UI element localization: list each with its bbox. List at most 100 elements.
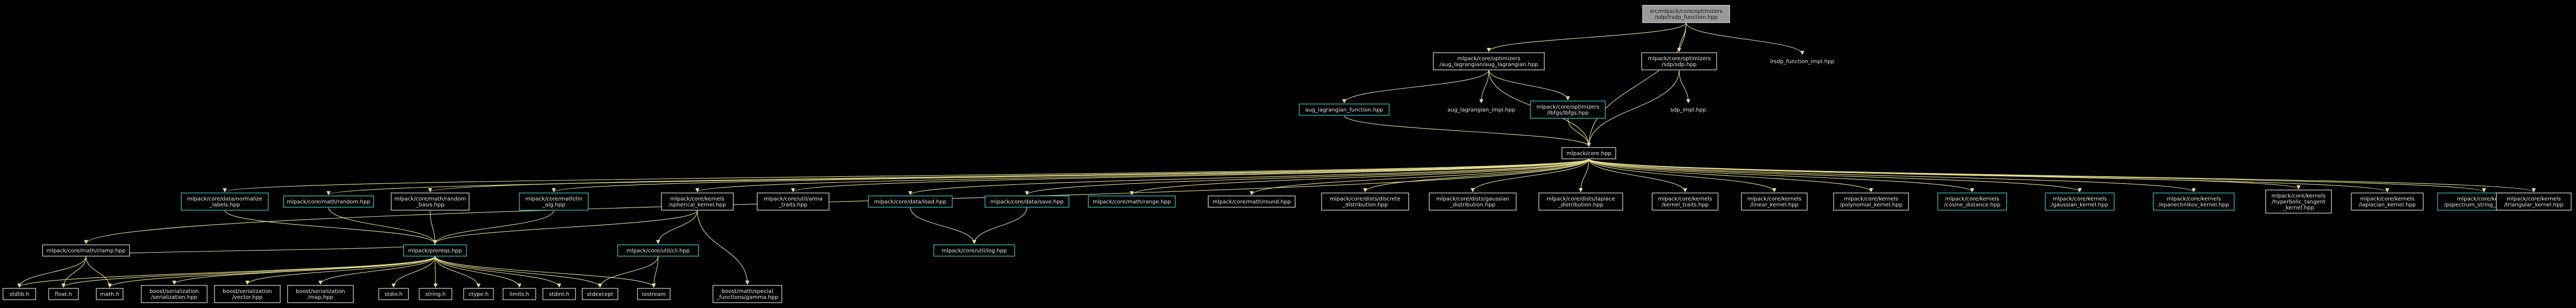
node-gamma_hpp[interactable]: boost/math/special_functions/gamma.hpp <box>712 285 782 303</box>
node-log_hpp[interactable]: mlpack/core/util/log.hpp <box>933 244 1015 257</box>
node-prereqs[interactable]: mlpack/prereqs.hpp <box>403 244 467 257</box>
node-random_hpp[interactable]: mlpack/core/math/random.hpp <box>283 195 374 208</box>
node-label: mlpack/core/data/save.hpp <box>990 199 1064 205</box>
node-label: mlpack/core/math/random.hpp <box>287 199 370 205</box>
node-boost_serialization[interactable]: boost/serialization/serialization.hpp <box>141 285 208 303</box>
node-sdp_function[interactable]: src/mlpack/core/optimizers/sdp/lrsdp_fun… <box>1642 5 1730 23</box>
node-lin_alg[interactable]: mlpack/core/math/lin_alg.hpp <box>519 192 589 211</box>
node-kernel_traits[interactable]: mlpack/core/kernels/kernel_traits.hpp <box>1652 192 1718 211</box>
node-label: string.h <box>425 292 446 298</box>
node-hyperbolic_tangent_kernel[interactable]: mlpack/core/kernels/hyperbolic_tangent_k… <box>2265 189 2332 214</box>
node-stdio_h[interactable]: stdio.h <box>378 288 409 300</box>
node-float_h[interactable]: float.h <box>48 288 79 300</box>
node-ctype_h[interactable]: ctype.h <box>463 288 494 300</box>
node-arma_traits[interactable]: mlpack/core/util/arma_traits.hpp <box>757 192 830 211</box>
node-box <box>519 192 589 211</box>
edge-lbfgs-to-core <box>1567 118 1591 147</box>
node-limits_h[interactable]: limits.h <box>502 288 537 300</box>
edge-prereqs-to-float_h <box>61 256 436 288</box>
node-label: iostream <box>642 292 666 298</box>
node-gaussian_distribution[interactable]: mlpack/core/dists/gaussian_distribution.… <box>1429 192 1517 211</box>
node-label: _distribution.hpp <box>1342 202 1388 208</box>
node-label: mlpack/core/kernels <box>2053 196 2107 202</box>
node-box <box>1429 192 1517 211</box>
edge-lin_alg-to-prereqs <box>433 210 554 245</box>
node-boost_vector[interactable]: boost/serialization/vector.hpp <box>214 285 281 303</box>
node-label: _alg.hpp <box>542 202 565 208</box>
edge-core-to-laplacian_kernel <box>1588 159 2389 192</box>
node-label: mlpack/core/kernels <box>2360 196 2415 202</box>
edge-core-to-kernel_traits <box>1588 159 1687 192</box>
node-cosine_distance[interactable]: mlpack/core/kernels/cosine_distance.hpp <box>1937 192 2007 211</box>
node-label: /gaussian_kernel.hpp <box>2051 202 2108 208</box>
node-stdint_h[interactable]: stdint.h <box>542 288 576 300</box>
node-box <box>502 288 537 300</box>
node-label: /spherical_kernel.hpp <box>669 202 726 208</box>
node-label: _labels.hpp <box>209 202 240 208</box>
node-label: aug_lagrangian_impl.hpp <box>1447 108 1515 113</box>
node-stdlib_h[interactable]: stdlib.h <box>2 288 37 300</box>
node-lbfgs[interactable]: mlpack/core/optimizers/lbfgs/lbfgs.hpp <box>1530 101 1606 119</box>
node-box <box>757 192 830 211</box>
node-label: mlpack/core/kernels <box>2507 196 2561 202</box>
node-label: math.h <box>100 292 119 298</box>
node-sfinae_utility[interactable]: mlpack/core/util/cli.hpp <box>617 244 699 257</box>
node-clamp[interactable]: mlpack/core/math/clamp.hpp <box>42 244 130 257</box>
node-label: float.h <box>55 292 72 298</box>
node-label: stdio.h <box>384 292 403 298</box>
node-gaussian_kernel[interactable]: mlpack/core/kernels/gaussian_kernel.hpp <box>2045 192 2115 211</box>
edge-core-to-random_basis <box>428 159 1589 192</box>
node-random_basis[interactable]: mlpack/core/math/random_basis.hpp <box>390 192 470 211</box>
node-core[interactable]: mlpack/core.hpp <box>1561 147 1616 160</box>
node-math_h[interactable]: math.h <box>96 288 124 300</box>
edge-core-to-normalize_labels <box>223 159 1589 192</box>
node-spherical_kernel[interactable]: mlpack/core/kernels/spherical_kernel.hpp <box>661 192 734 211</box>
node-label: limits.h <box>510 292 530 298</box>
node-aug_lagrangian_function[interactable]: aug_lagrangian_function.hpp <box>1298 103 1390 116</box>
node-normalize_labels[interactable]: mlpack/core/data/normalize_labels.hpp <box>181 192 269 211</box>
node-label: /polynomial_kernel.hpp <box>1840 202 1902 208</box>
node-label: mlpack/core/kernels <box>2457 196 2511 202</box>
edge-core-to-polynomial_kernel <box>1588 159 1873 192</box>
node-linear_kernel[interactable]: mlpack/core/kernels/linear_kernel.hpp <box>1741 192 1808 211</box>
node-label: mlpack/core/math/clamp.hpp <box>47 248 126 254</box>
node-label: /vector.hpp <box>232 295 262 300</box>
node-iostream[interactable]: iostream <box>637 288 671 300</box>
node-box <box>48 288 79 300</box>
node-load_hpp[interactable]: mlpack/core/data/load.hpp <box>868 195 953 208</box>
node-sdp_hpp[interactable]: mlpack/core/optimizers/sdp/sdp.hpp <box>1641 52 1717 70</box>
edge-prereqs-to-math_h <box>108 256 436 288</box>
node-label: boost/math/special <box>722 289 773 295</box>
node-round_hpp[interactable]: mlpack/core/math/round.hpp <box>1208 195 1296 208</box>
node-box <box>2496 192 2572 211</box>
node-aug_lagrangian[interactable]: mlpack/core/optimizers/aug_lagrangian/au… <box>1433 52 1545 70</box>
edge-aug_lagrangian-to-aug_lagrangian_function <box>1342 69 1489 104</box>
node-label: mlpack/core/kernels <box>1945 196 2000 202</box>
node-lrsdp_function_impl[interactable]: lrsdp_function_impl.hpp <box>1770 59 1835 65</box>
edge-core-to-gaussian_kernel <box>1588 159 2082 192</box>
node-laplacian_kernel[interactable]: mlpack/core/kernels/laplacian_kernel.hpp <box>2351 192 2424 211</box>
node-sdp_impl[interactable]: sdp_impl.hpp <box>1671 108 1707 113</box>
node-range_hpp[interactable]: mlpack/core/math/range.hpp <box>1088 195 1176 208</box>
node-save_hpp[interactable]: mlpack/core/data/save.hpp <box>984 195 1069 208</box>
node-epanechnikov_kernel[interactable]: mlpack/core/kernels/epanechnikov_kernel.… <box>2153 192 2235 211</box>
node-laplace_distribution[interactable]: mlpack/core/dists/laplace_distribution.h… <box>1538 192 1623 211</box>
node-label: aug_lagrangian_function.hpp <box>1305 108 1383 113</box>
node-triangular_kernel[interactable]: mlpack/core/kernels/triangular_kernel.hp… <box>2496 192 2572 211</box>
node-string_h[interactable]: string.h <box>418 288 453 300</box>
edge-core-to-lin_alg <box>552 159 1589 192</box>
node-label: /kernel_traits.hpp <box>1661 202 1708 208</box>
edge-spherical_kernel-to-sfinae_utility <box>656 210 698 245</box>
node-label: mlpack/core/kernels <box>670 196 725 202</box>
node-label: mlpack/core/kernels <box>2167 196 2221 202</box>
node-box <box>1641 52 1717 70</box>
edge-core-to-arma_traits <box>791 159 1589 192</box>
node-polynomial_kernel[interactable]: mlpack/core/kernels/polynomial_kernel.hp… <box>1833 192 1909 211</box>
node-label: mlpack/core/util/log.hpp <box>941 248 1007 254</box>
node-aug_lagrangian_impl[interactable]: aug_lagrangian_impl.hpp <box>1447 108 1515 113</box>
edge-clamp-to-float_h <box>61 256 87 288</box>
node-stdexcept[interactable]: stdexcept <box>582 288 618 300</box>
node-discrete_distribution[interactable]: mlpack/core/dists/discrete_distribution.… <box>1321 192 1409 211</box>
edge-prereqs-to-iostream <box>434 256 656 288</box>
node-boost_map[interactable]: boost/serialization/map.hpp <box>287 285 354 303</box>
